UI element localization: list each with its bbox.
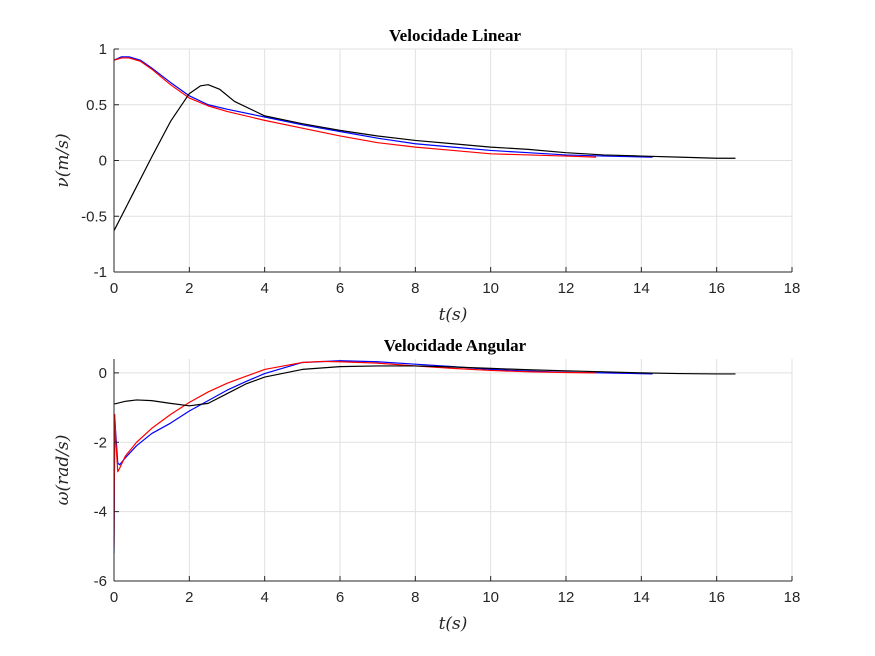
x-tick-label: 6 — [336, 589, 344, 606]
x-tick-label: 16 — [708, 280, 725, 297]
x-tick-label: 0 — [110, 589, 118, 606]
y-tick-label: 1 — [99, 41, 107, 58]
x-tick-label: 10 — [482, 589, 499, 606]
chart-title: Velocidade Angular — [384, 336, 527, 355]
linear-velocity-plot: 0 2 4 6 8 10 12 14 16 18 -1 -0.5 0 0.5 1 Velocidade Lin… — [53, 26, 800, 325]
x-tick-label: 6 — [336, 280, 344, 297]
y-tick-label: 0 — [99, 153, 107, 170]
x-tick-label: 16 — [708, 589, 725, 606]
x-tick-label: 10 — [482, 280, 499, 297]
x-tick-label: 4 — [260, 280, 268, 297]
y-tick-label: 0 — [99, 365, 107, 382]
y-axis-label: ν(m/s) — [53, 133, 73, 187]
y-tick-label: -4 — [94, 504, 107, 521]
series-line-1 — [114, 360, 653, 554]
x-tick-label: 14 — [633, 280, 650, 297]
y-tick-label: -0.5 — [81, 208, 107, 225]
x-tick-label: 4 — [260, 589, 268, 606]
x-tick-label: 18 — [784, 280, 801, 297]
angular-velocity-plot: 0 2 4 6 8 10 12 14 16 18 -6 -4 -2 0 Velocidade Angular… — [53, 336, 800, 634]
y-tick-label: -2 — [94, 434, 107, 451]
y-axis-label: ω(rad/s) — [53, 435, 73, 506]
x-tick-label: 2 — [185, 589, 193, 606]
x-tick-label: 2 — [185, 280, 193, 297]
x-tick-label: 12 — [558, 280, 575, 297]
x-tick-label: 18 — [784, 589, 801, 606]
series-line-1 — [114, 56, 653, 158]
x-axis-label: t(s) — [439, 614, 468, 634]
series-line-3 — [114, 84, 736, 232]
series-line-2 — [114, 57, 597, 158]
chart-title: Velocidade Linear — [389, 26, 522, 45]
series-line-2 — [114, 360, 597, 547]
plot-area — [114, 359, 792, 581]
x-tick-label: 14 — [633, 589, 650, 606]
x-tick-label: 8 — [411, 589, 419, 606]
x-tick-label: 12 — [558, 589, 575, 606]
y-tick-label: -6 — [94, 573, 107, 590]
x-tick-label: 8 — [411, 280, 419, 297]
y-tick-label: 0.5 — [86, 97, 107, 114]
series-line-3 — [114, 365, 736, 407]
x-axis-label: t(s) — [439, 305, 468, 325]
x-tick-label: 0 — [110, 280, 118, 297]
y-tick-label: -1 — [94, 264, 107, 281]
